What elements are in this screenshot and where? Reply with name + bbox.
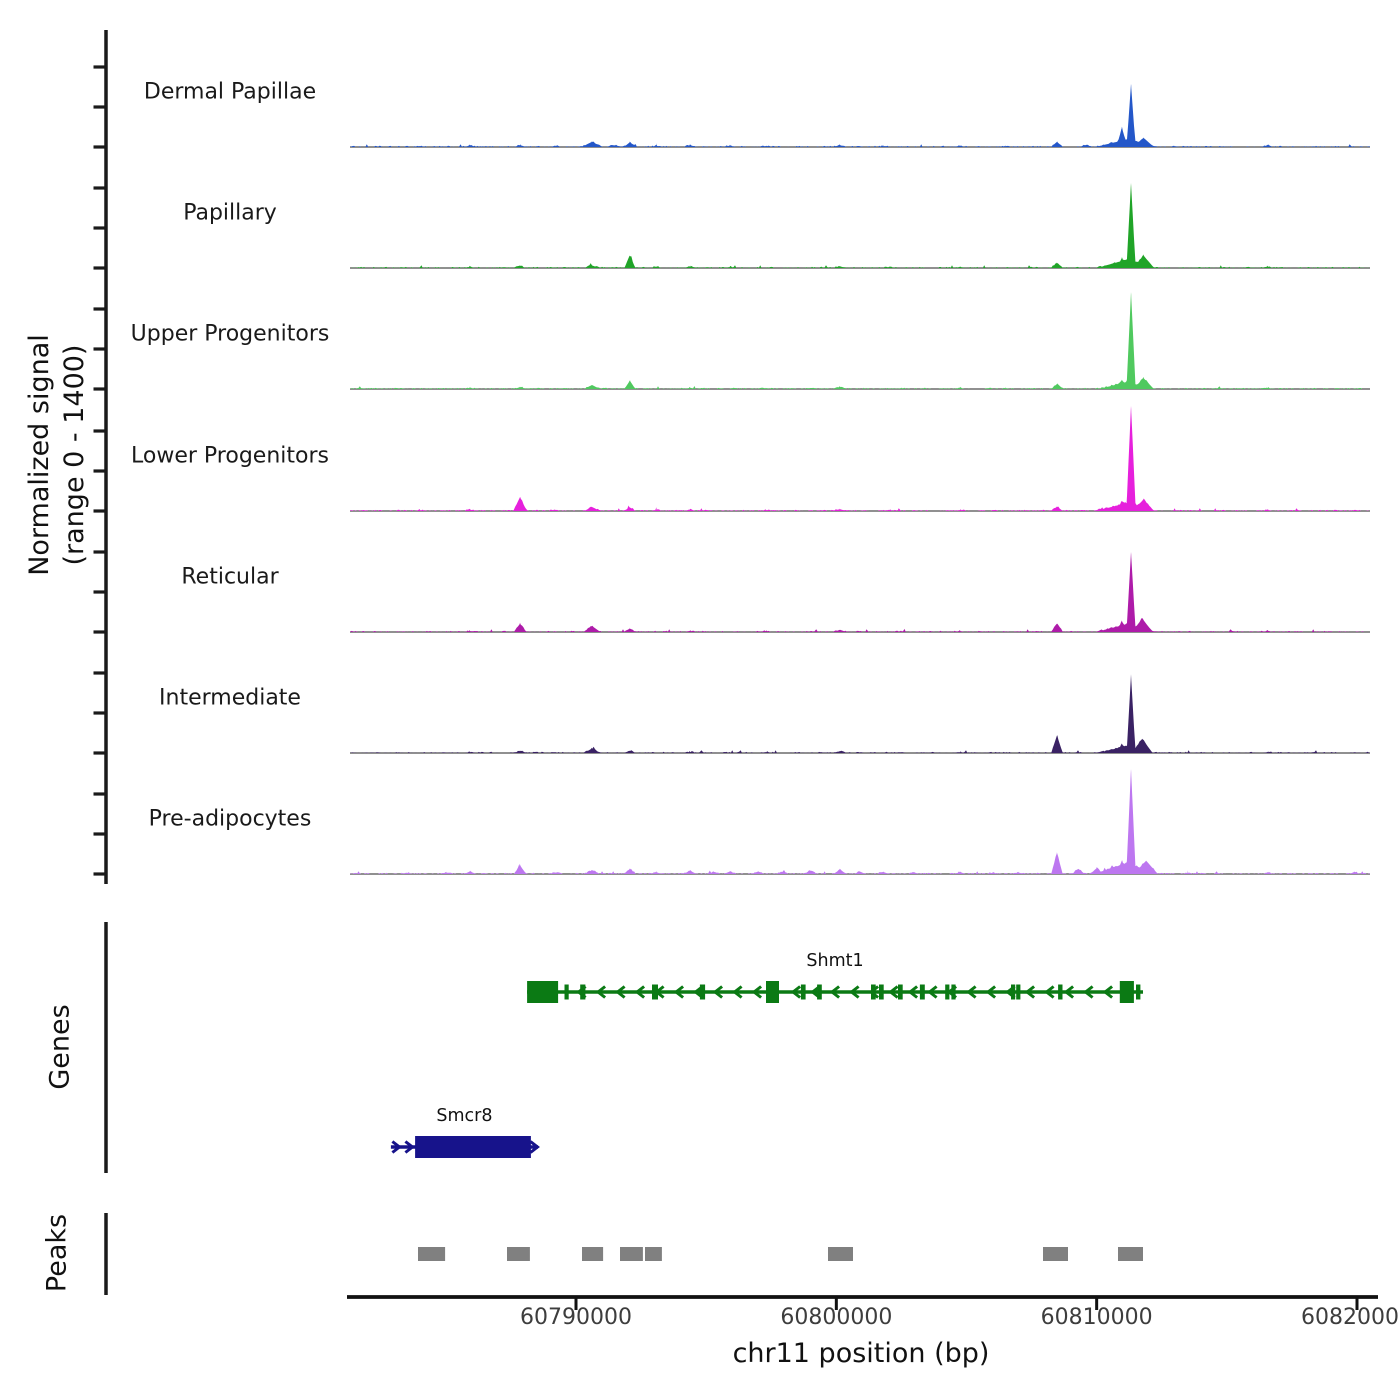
peak-box (507, 1247, 530, 1261)
gene-label-smcr8: Smcr8 (436, 1106, 493, 1126)
peak-box (1043, 1247, 1068, 1261)
track-label-dermal-papillae: Dermal Papillae (143, 79, 317, 105)
strand-arrow-left (673, 985, 685, 999)
gene-model-shmt1 (527, 981, 1144, 1003)
exon (564, 984, 569, 1000)
track-label-reticular: Reticular (181, 564, 279, 590)
strand-arrow-left (1083, 985, 1094, 999)
exon (527, 981, 559, 1003)
strand-arrow-left (1024, 985, 1036, 999)
exon (415, 1136, 531, 1158)
exon (1119, 981, 1134, 1003)
strand-arrow-left (985, 985, 997, 999)
exon (817, 984, 822, 1000)
strand-arrow-left (1063, 985, 1075, 999)
signal-track-dermal-papillae (350, 84, 1370, 148)
signal-track-reticular (350, 552, 1370, 633)
signal-track-upper-progenitors (350, 292, 1370, 390)
strand-arrow-left (868, 985, 880, 999)
x-axis-title: chr11 position (bp) (732, 1338, 990, 1369)
signal-track-lower-progenitors (350, 406, 1370, 512)
exon (699, 984, 706, 1000)
exon (879, 984, 884, 1000)
y-axis (93, 30, 108, 884)
gene-model-smcr8 (390, 1136, 540, 1158)
x-axis (347, 1295, 1378, 1310)
strand-arrow-left (576, 985, 587, 999)
track-label-intermediate: Intermediate (159, 685, 301, 711)
y-axis-label-line1: Normalized signal (24, 334, 55, 576)
exon (1058, 984, 1063, 1000)
signal-area (350, 769, 1370, 874)
peak-box (582, 1247, 604, 1261)
signal-track-intermediate (350, 674, 1370, 754)
strand-arrow-left (849, 985, 860, 999)
peak-box (620, 1247, 643, 1261)
strand-arrow-left (829, 985, 841, 999)
strand-arrow-left (907, 985, 919, 999)
signal-area (350, 84, 1370, 147)
strand-arrow-left (1044, 985, 1055, 999)
called-peaks-row (418, 1247, 1143, 1261)
x-tick-label-60790000: 60790000 (520, 1305, 632, 1330)
peak-box (828, 1247, 853, 1261)
strand-arrow-left (966, 985, 977, 999)
strand-arrow-right (404, 1140, 415, 1154)
strand-arrow-left (888, 985, 899, 999)
exon (1016, 984, 1021, 1000)
genes-section-label: Genes (44, 1004, 76, 1090)
signal-area (350, 552, 1370, 632)
strand-arrow-left (790, 985, 802, 999)
signal-track-pre-adipocytes (350, 769, 1370, 875)
strand-arrow-left (693, 985, 704, 999)
peaks-section-label: Peaks (41, 1213, 73, 1293)
peak-box (645, 1247, 662, 1261)
strand-arrow-left (712, 985, 724, 999)
signal-area (350, 674, 1370, 753)
track-label-pre-adipocytes: Pre-adipocytes (148, 806, 312, 832)
strand-arrow-left (595, 985, 607, 999)
strand-arrow-left (810, 985, 821, 999)
peak-box (418, 1247, 446, 1261)
signal-area (350, 406, 1370, 511)
gene-label-shmt1: Shmt1 (806, 951, 864, 971)
strand-arrow-left (654, 985, 665, 999)
track-label-lower-progenitors: Lower Progenitors (131, 443, 329, 469)
strand-arrow-left (732, 985, 743, 999)
strand-arrow-left (927, 985, 938, 999)
track-label-upper-progenitors: Upper Progenitors (130, 321, 330, 347)
x-tick-label-60810000: 60810000 (1040, 1305, 1153, 1330)
exon (580, 984, 586, 1000)
exon (1136, 984, 1141, 1000)
exon (766, 981, 779, 1003)
exon (898, 984, 903, 1000)
strand-arrow-left (1005, 985, 1016, 999)
strand-arrow-right (391, 1140, 402, 1154)
exon (800, 984, 806, 1000)
signal-area (350, 183, 1370, 268)
strand-arrow-left (946, 985, 958, 999)
track-label-papillary: Papillary (183, 200, 277, 226)
strand-arrow-left (751, 985, 763, 999)
peak-box (1118, 1247, 1143, 1261)
signal-area (350, 292, 1370, 389)
exon (919, 984, 925, 1000)
strand-arrow-right (529, 1140, 540, 1154)
strand-arrow-left (615, 985, 626, 999)
exon (1011, 984, 1016, 1000)
x-tick-label-60820000: 60820000 (1301, 1305, 1400, 1330)
x-tick-label-60800000: 60800000 (780, 1305, 893, 1330)
signal-track-papillary (350, 183, 1370, 269)
exon (951, 984, 956, 1000)
strand-arrow-left (1102, 985, 1114, 999)
strand-arrow-left (634, 985, 646, 999)
